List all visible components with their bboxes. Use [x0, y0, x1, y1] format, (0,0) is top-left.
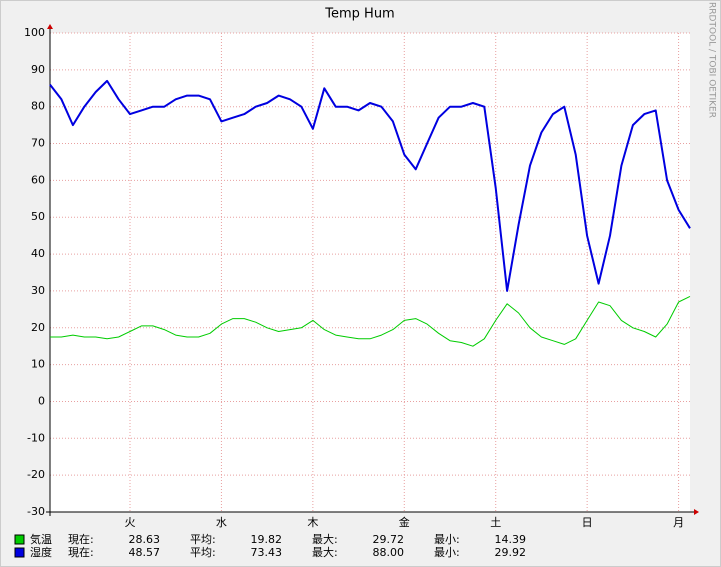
legend-label: 気温: [30, 532, 52, 546]
series-line: [49, 79, 691, 292]
x-tick-label: 日: [582, 516, 593, 529]
y-tick-label: 90: [31, 63, 45, 76]
y-tick-label: -10: [27, 431, 45, 444]
x-tick-label: 土: [490, 516, 501, 529]
stat-value: 28.63: [129, 533, 161, 546]
plot-area: [50, 33, 690, 512]
stat-label: 最大:: [312, 545, 338, 559]
stat-value: 88.00: [373, 546, 405, 559]
stat-label: 最小:: [434, 546, 460, 559]
y-tick-label: 30: [31, 284, 45, 297]
stat-label: 現在:: [68, 546, 94, 559]
y-tick-label: -30: [27, 505, 45, 518]
y-tick-label: 40: [31, 247, 45, 260]
y-tick-label: 0: [38, 394, 45, 407]
x-tick-label: 月: [673, 516, 684, 529]
x-tick-label: 水: [216, 516, 227, 529]
stat-label: 最小:: [434, 533, 460, 546]
stat-label: 平均:: [190, 546, 216, 559]
x-tick-label: 木: [307, 516, 318, 529]
stat-value: 29.72: [373, 533, 405, 546]
y-tick-label: 50: [31, 210, 45, 223]
y-tick-label: 60: [31, 173, 45, 186]
stat-value: 29.92: [495, 546, 527, 559]
stat-value: 14.39: [495, 533, 527, 546]
y-tick-label: 20: [31, 321, 45, 334]
stat-label: 平均:: [190, 533, 216, 546]
chart-title: Temp Hum: [324, 7, 394, 22]
stat-value: 48.57: [129, 546, 161, 559]
axis-arrow: [694, 509, 699, 515]
stat-value: 19.82: [251, 533, 283, 546]
y-tick-label: 80: [31, 100, 45, 113]
stat-label: 最大:: [312, 532, 338, 546]
stat-label: 現在:: [68, 533, 94, 546]
y-tick-label: 70: [31, 137, 45, 150]
legend-label: 湿度: [30, 545, 52, 559]
legend-swatch: [14, 534, 25, 545]
y-tick-label: 100: [24, 26, 45, 39]
y-tick-label: -20: [27, 468, 45, 481]
x-tick-label: 火: [125, 516, 136, 529]
y-tick-label: 10: [31, 358, 45, 371]
stat-value: 73.43: [251, 546, 283, 559]
axis-arrow: [47, 24, 53, 29]
series-line: [50, 295, 691, 347]
watermark: RRDTOOL / TOBI OETIKER: [707, 2, 717, 118]
legend-swatch: [14, 547, 25, 558]
x-tick-label: 金: [399, 515, 410, 529]
